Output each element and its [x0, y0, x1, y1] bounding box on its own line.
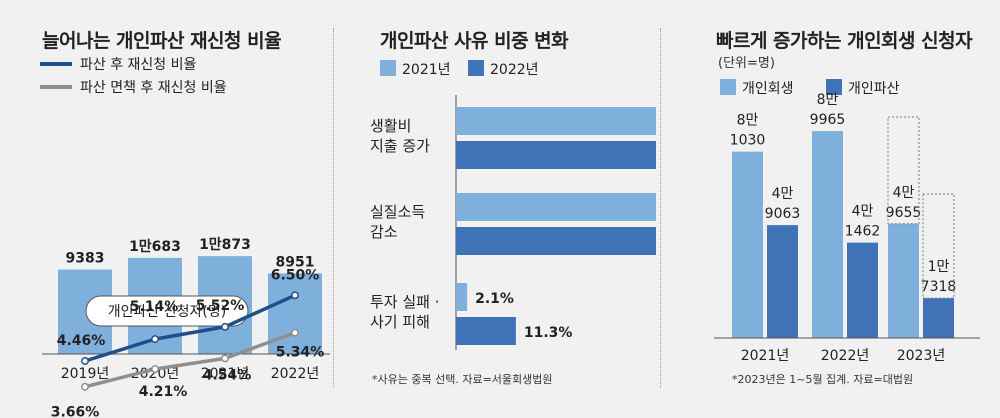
y-category-label: 실질소득 감소 [370, 203, 425, 241]
legend-label-1: 파산 후 재신청 비율 [80, 57, 197, 73]
bar-bankruptcy [847, 242, 878, 338]
line-value-label: 5.52% [196, 298, 245, 314]
hbar-2021 [456, 107, 656, 135]
legend-label-1: 개인회생 [742, 81, 794, 97]
panel2-source-note: *사유는 중복 선택. 자료=서울회생법원 [372, 373, 553, 386]
panel3-title: 빠르게 증가하는 개인회생 신청자 [716, 30, 973, 52]
y-category-label: 생활비 지출 증가 [370, 117, 430, 155]
legend-label-2: 파산 면책 후 재신청 비율 [80, 80, 227, 96]
legend-swatch-2 [826, 79, 842, 95]
bar-value-label: 1만873 [199, 237, 251, 253]
panel2-title: 개인파산 사유 비중 변화 [380, 30, 569, 52]
x-tick-label: 2022년 [821, 348, 870, 364]
hbar-value-label: 11.3% [524, 325, 573, 341]
x-tick-label: 2021년 [741, 348, 790, 364]
bar-series-label-box [85, 295, 249, 327]
line-point [81, 357, 89, 365]
chart-rehabilitation-applicants: 개인회생 개인파산 8만 1030 4만 9063 2021년 8만 9965 4만 1462 202… [714, 79, 980, 364]
line-point [221, 322, 229, 331]
bar-value-label: 1만 7318 [921, 259, 957, 295]
line-series-2 [84, 331, 296, 389]
line-point [291, 291, 299, 300]
line-point [151, 335, 159, 344]
bar-value-label: 1만683 [129, 239, 181, 255]
divider [660, 28, 661, 388]
bar-value-label: 4만 9063 [765, 186, 801, 222]
hbar-2021 [456, 283, 468, 311]
line-point [221, 354, 229, 363]
panel1-title: 늘어나는 개인파산 재신청 비율 [42, 30, 282, 52]
bar-rehabilitation [732, 151, 763, 338]
bar-value-label: 9383 [66, 251, 105, 267]
bar-series-label: 개인파산 신청자(명) [108, 304, 226, 320]
bar-value-label: 4만 9655 [886, 185, 922, 221]
bar-value-label: 8951 [276, 254, 315, 270]
line-value-label: 3.66% [51, 405, 100, 418]
line-series-1 [84, 293, 296, 363]
line-point [81, 382, 89, 391]
legend-swatch-2 [468, 60, 484, 76]
line-value-label: 5.34% [276, 345, 325, 361]
bar-value-label: 8만 9965 [810, 92, 846, 128]
legend-label-2: 개인파산 [848, 81, 900, 97]
legend-label-1: 2021년 [402, 62, 451, 78]
line-value-label: 4.21% [139, 384, 188, 400]
line-point [291, 328, 299, 337]
bar-rehabilitation [812, 131, 843, 338]
line-value-label: 4.46% [57, 333, 106, 349]
line-value-label: 5.14% [130, 299, 179, 315]
bar-applicants [268, 273, 322, 354]
x-tick-label: 2021년 [201, 366, 250, 382]
x-tick-label: 2019년 [61, 366, 110, 382]
bar-value-label: 8만 1030 [730, 113, 766, 149]
legend-swatch-1 [380, 60, 396, 76]
x-tick-label: 2022년 [271, 366, 320, 382]
line-value-label: 6.50% [271, 267, 320, 283]
panel3-source-note: *2023년은 1~5월 집계. 자료=대법원 [732, 373, 914, 386]
bar-rehabilitation [888, 223, 919, 338]
line-point [151, 365, 159, 373]
line-value-label: 4.54% [203, 367, 252, 383]
legend-swatch-1 [720, 79, 736, 95]
bar-value-label: 4만 1462 [845, 204, 881, 240]
hbar-2022 [456, 317, 516, 345]
hbar-2022 [456, 227, 656, 255]
hbar-2021 [456, 193, 656, 221]
bar-bankruptcy [923, 298, 954, 338]
x-tick-label: 2020년 [131, 366, 180, 382]
panel3-unit: (단위=명) [718, 56, 775, 71]
x-tick-label: 2023년 [897, 348, 946, 364]
hbar-value-label: 2.1% [475, 291, 514, 307]
bar-bankruptcy [767, 225, 798, 338]
y-category-label: 투자 실패 · 사기 피해 [370, 293, 440, 331]
panel-rehabilitation-applicants: 빠르게 증가하는 개인회생 신청자 (단위=명) 개인회생 개인파산 8만 1030 4… [662, 0, 1000, 418]
divider [333, 28, 334, 388]
projection-outline [887, 116, 920, 225]
legend-label-2: 2022년 [490, 62, 539, 78]
hbar-2022 [456, 141, 656, 169]
